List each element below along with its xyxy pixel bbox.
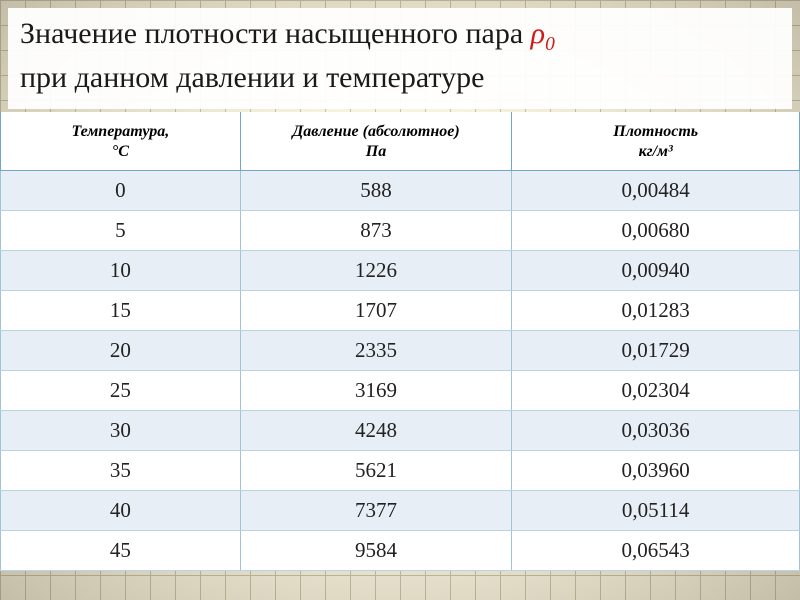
col-header-temperature: Температура, °С: [1, 112, 241, 171]
cell-pressure: 4248: [240, 411, 512, 451]
cell-temperature: 15: [1, 291, 241, 331]
cell-temperature: 0: [1, 171, 241, 211]
cell-density: 0,03960: [512, 451, 800, 491]
cell-density: 0,01729: [512, 331, 800, 371]
table-row: 10 1226 0,00940: [1, 251, 800, 291]
col-header-unit: кг/м³: [639, 143, 673, 160]
table-body: 0 588 0,00484 5 873 0,00680 10 1226 0,00…: [1, 171, 800, 571]
rho-symbol: ρ0: [531, 17, 555, 50]
col-header-pressure: Давление (абсолютное) Па: [240, 112, 512, 171]
col-header-unit: °С: [112, 143, 129, 160]
cell-temperature: 45: [1, 531, 241, 571]
cell-pressure: 5621: [240, 451, 512, 491]
cell-pressure: 1707: [240, 291, 512, 331]
cell-temperature: 10: [1, 251, 241, 291]
table-row: 35 5621 0,03960: [1, 451, 800, 491]
col-header-unit: Па: [366, 143, 386, 160]
cell-density: 0,01283: [512, 291, 800, 331]
cell-density: 0,00484: [512, 171, 800, 211]
title-line-2: при данном давлении и температуре: [20, 58, 780, 99]
table-row: 20 2335 0,01729: [1, 331, 800, 371]
table-row: 30 4248 0,03036: [1, 411, 800, 451]
cell-density: 0,02304: [512, 371, 800, 411]
cell-pressure: 588: [240, 171, 512, 211]
cell-density: 0,05114: [512, 491, 800, 531]
table-row: 5 873 0,00680: [1, 211, 800, 251]
col-header-label: Температура,: [71, 123, 169, 140]
table-row: 45 9584 0,06543: [1, 531, 800, 571]
cell-pressure: 1226: [240, 251, 512, 291]
title-prefix: Значение плотности насыщенного пара: [20, 17, 531, 50]
cell-density: 0,00940: [512, 251, 800, 291]
cell-pressure: 7377: [240, 491, 512, 531]
rho-subscript: 0: [545, 34, 555, 55]
data-table: Температура, °С Давление (абсолютное) Па…: [0, 112, 800, 571]
slide-content: Значение плотности насыщенного пара ρ0 п…: [0, 0, 800, 600]
cell-density: 0,06543: [512, 531, 800, 571]
cell-temperature: 20: [1, 331, 241, 371]
rho-char: ρ: [531, 17, 545, 50]
cell-temperature: 30: [1, 411, 241, 451]
table-header-row: Температура, °С Давление (абсолютное) Па…: [1, 112, 800, 171]
cell-pressure: 9584: [240, 531, 512, 571]
cell-pressure: 2335: [240, 331, 512, 371]
title-line-1: Значение плотности насыщенного пара ρ0: [20, 14, 780, 58]
cell-temperature: 35: [1, 451, 241, 491]
col-header-label: Плотность: [613, 123, 698, 140]
cell-temperature: 5: [1, 211, 241, 251]
data-table-wrapper: Температура, °С Давление (абсолютное) Па…: [0, 112, 800, 571]
col-header-label: Давление (абсолютное): [292, 123, 459, 140]
cell-temperature: 25: [1, 371, 241, 411]
title-box: Значение плотности насыщенного пара ρ0 п…: [8, 8, 792, 109]
cell-pressure: 3169: [240, 371, 512, 411]
cell-pressure: 873: [240, 211, 512, 251]
table-row: 15 1707 0,01283: [1, 291, 800, 331]
cell-density: 0,00680: [512, 211, 800, 251]
col-header-density: Плотность кг/м³: [512, 112, 800, 171]
table-row: 25 3169 0,02304: [1, 371, 800, 411]
table-row: 40 7377 0,05114: [1, 491, 800, 531]
cell-temperature: 40: [1, 491, 241, 531]
cell-density: 0,03036: [512, 411, 800, 451]
table-row: 0 588 0,00484: [1, 171, 800, 211]
